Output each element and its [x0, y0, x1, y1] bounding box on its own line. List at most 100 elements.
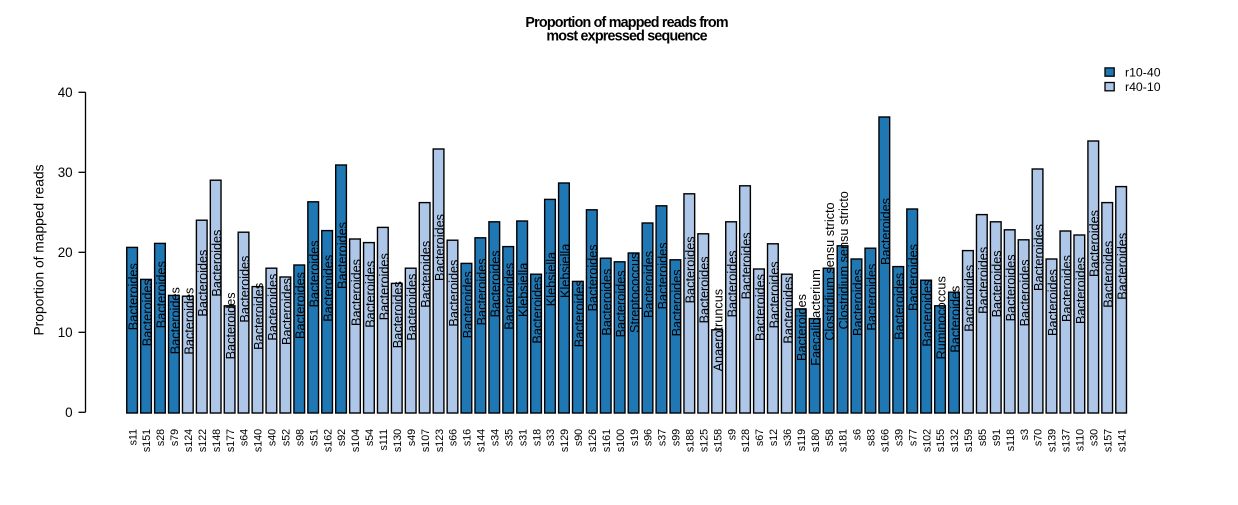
svg-text:Bacteroides: Bacteroides	[168, 287, 182, 354]
svg-text:Bacteroides: Bacteroides	[210, 230, 224, 297]
svg-text:s91: s91	[991, 429, 1003, 446]
svg-text:Bacteroides: Bacteroides	[739, 232, 753, 299]
svg-text:Bacteroides: Bacteroides	[753, 274, 767, 341]
svg-text:s139: s139	[1047, 429, 1059, 452]
svg-text:Bacteroides: Bacteroides	[461, 271, 475, 338]
svg-text:most expressed sequence: most expressed sequence	[546, 28, 707, 44]
svg-text:s144: s144	[476, 429, 488, 452]
svg-text:s155: s155	[935, 429, 947, 452]
svg-text:s111: s111	[378, 429, 390, 451]
svg-text:s104: s104	[350, 429, 362, 452]
svg-text:s137: s137	[1061, 429, 1073, 452]
svg-text:s40: s40	[267, 429, 279, 446]
svg-text:s157: s157	[1102, 429, 1114, 452]
svg-text:s100: s100	[615, 429, 627, 452]
svg-text:s132: s132	[949, 429, 961, 452]
svg-text:Bacteroides: Bacteroides	[531, 277, 545, 344]
svg-text:s3: s3	[1019, 429, 1031, 440]
svg-text:s158: s158	[712, 429, 724, 452]
svg-text:Bacteroides: Bacteroides	[698, 256, 712, 323]
svg-text:Bacteroides: Bacteroides	[433, 214, 447, 281]
svg-text:Proportion of mapped reads: Proportion of mapped reads	[31, 164, 46, 335]
svg-text:Bacteroides: Bacteroides	[962, 265, 976, 332]
svg-text:Klebsiella: Klebsiella	[517, 262, 531, 317]
svg-text:s51: s51	[308, 429, 320, 446]
svg-text:Bacteroides: Bacteroides	[726, 250, 740, 317]
svg-text:s161: s161	[601, 429, 613, 452]
svg-text:Bacteroides: Bacteroides	[990, 250, 1004, 317]
svg-text:s90: s90	[573, 429, 585, 446]
svg-text:Anaerotruncus: Anaerotruncus	[712, 289, 726, 372]
svg-text:s54: s54	[364, 429, 376, 446]
svg-text:s36: s36	[782, 429, 794, 446]
svg-text:s67: s67	[754, 429, 766, 446]
svg-text:0: 0	[65, 405, 72, 420]
svg-text:Bacteroides: Bacteroides	[294, 272, 308, 339]
svg-text:Bacteroides: Bacteroides	[1088, 210, 1102, 277]
svg-text:Bacteroides: Bacteroides	[336, 222, 350, 289]
svg-text:s122: s122	[197, 429, 209, 452]
svg-text:s85: s85	[977, 429, 989, 446]
svg-text:40: 40	[58, 85, 73, 100]
svg-text:s79: s79	[169, 429, 181, 446]
svg-text:Bacteroides: Bacteroides	[154, 261, 168, 328]
svg-text:Bacteroides: Bacteroides	[600, 269, 614, 336]
svg-text:Bacteroides: Bacteroides	[586, 244, 600, 311]
svg-text:s16: s16	[462, 429, 474, 446]
svg-text:10: 10	[58, 325, 73, 340]
svg-text:Bacteroides: Bacteroides	[405, 274, 419, 341]
svg-text:s58: s58	[824, 429, 836, 446]
svg-text:s128: s128	[740, 429, 752, 452]
svg-text:Bacteroides: Bacteroides	[670, 269, 684, 336]
svg-text:s126: s126	[587, 429, 599, 452]
svg-text:s124: s124	[183, 429, 195, 452]
svg-text:s123: s123	[434, 429, 446, 452]
svg-text:Klebsiella: Klebsiella	[544, 251, 558, 306]
svg-text:Bacteroides: Bacteroides	[1060, 255, 1074, 322]
svg-text:Bacteroides: Bacteroides	[976, 247, 990, 314]
svg-text:s102: s102	[921, 429, 933, 452]
svg-text:Bacteroides: Bacteroides	[572, 280, 586, 347]
svg-text:Bacteroides: Bacteroides	[377, 253, 391, 320]
svg-text:s151: s151	[141, 429, 153, 452]
svg-text:s118: s118	[1005, 429, 1017, 451]
svg-text:s181: s181	[838, 429, 850, 452]
svg-text:s148: s148	[211, 429, 223, 452]
svg-text:s166: s166	[880, 429, 892, 452]
svg-text:Bacteroides: Bacteroides	[767, 261, 781, 328]
svg-text:s6: s6	[852, 429, 864, 440]
svg-text:Bacteroides: Bacteroides	[419, 241, 433, 308]
svg-text:s177: s177	[225, 429, 237, 452]
svg-text:s70: s70	[1033, 429, 1045, 446]
svg-text:s77: s77	[907, 429, 919, 446]
svg-text:s49: s49	[406, 429, 418, 446]
svg-text:Bacteroides: Bacteroides	[1046, 269, 1060, 336]
svg-text:Bacteroides: Bacteroides	[684, 236, 698, 303]
svg-text:Klebsiella: Klebsiella	[558, 243, 572, 298]
svg-text:Bacteroides: Bacteroides	[308, 240, 322, 307]
svg-text:s28: s28	[155, 429, 167, 446]
svg-text:Bacteroides: Bacteroides	[1074, 257, 1088, 324]
svg-text:Bacteroides: Bacteroides	[391, 281, 405, 348]
svg-text:Bacteroides: Bacteroides	[642, 251, 656, 318]
svg-text:Bacteroides: Bacteroides	[1032, 224, 1046, 291]
svg-text:s64: s64	[239, 429, 251, 446]
svg-text:s19: s19	[629, 429, 641, 446]
svg-text:s83: s83	[866, 429, 878, 446]
svg-text:s12: s12	[768, 429, 780, 446]
svg-text:s39: s39	[893, 429, 905, 446]
svg-text:Bacteroides: Bacteroides	[182, 288, 196, 355]
svg-text:Bacteroides: Bacteroides	[238, 256, 252, 323]
svg-text:s31: s31	[517, 429, 529, 446]
svg-text:s119: s119	[796, 429, 808, 451]
svg-text:s35: s35	[503, 429, 515, 446]
svg-text:s130: s130	[392, 429, 404, 452]
svg-text:s33: s33	[545, 429, 557, 446]
svg-text:Bacteroides: Bacteroides	[196, 250, 210, 317]
svg-text:Bacteroides: Bacteroides	[851, 269, 865, 336]
svg-text:Bacteroides: Bacteroides	[266, 274, 280, 341]
svg-text:s159: s159	[963, 429, 975, 452]
svg-text:Clostridium sensu stricto: Clostridium sensu stricto	[837, 191, 851, 329]
svg-text:Bacteroides: Bacteroides	[349, 259, 363, 326]
svg-text:r40-10: r40-10	[1125, 80, 1161, 94]
